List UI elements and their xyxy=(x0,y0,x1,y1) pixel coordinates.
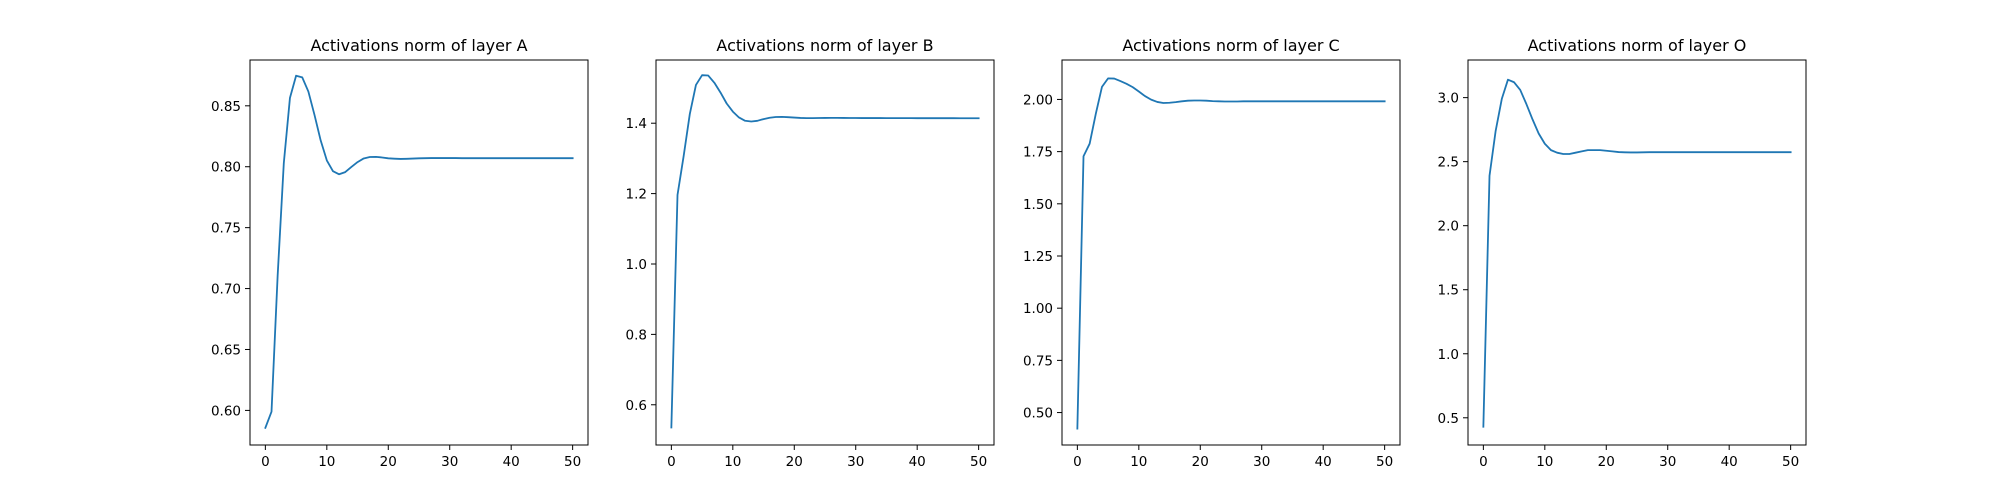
y-tick-label: 0.65 xyxy=(211,342,241,358)
x-tick-label: 20 xyxy=(380,454,397,470)
x-tick-label: 40 xyxy=(909,454,926,470)
chart-panel-3: Activations norm of layer C 0 10 20 30 40 50 0.… xyxy=(1023,36,1401,470)
y-tick-label: 1.2 xyxy=(626,187,647,203)
series-line xyxy=(1482,78,1792,428)
y-tick-label: 0.75 xyxy=(1023,353,1053,369)
x-tick-label: 0 xyxy=(1073,454,1082,470)
x-tick-label: 40 xyxy=(1315,454,1332,470)
y-tick-label: 0.75 xyxy=(211,221,241,237)
x-tick-label: 0 xyxy=(261,454,270,470)
chart-title: Activations norm of layer B xyxy=(716,36,933,55)
x-tick-label: 0 xyxy=(1479,454,1488,470)
y-tick-label: 1.00 xyxy=(1023,301,1053,317)
y-tick-label: 0.8 xyxy=(626,327,647,343)
y-tick-label: 2.0 xyxy=(1438,219,1459,235)
x-tick-label: 50 xyxy=(564,454,581,470)
chart-title: Activations norm of layer O xyxy=(1528,36,1747,55)
y-tick-label: 0.50 xyxy=(1023,406,1053,422)
chart-panel-2: Activations norm of layer B 0 10 20 30 40 50 0.… xyxy=(626,36,995,470)
y-tick-label: 0.80 xyxy=(211,160,241,176)
x-tick-label: 50 xyxy=(1376,454,1393,470)
series-line xyxy=(1076,77,1386,430)
y-tick-label: 0.70 xyxy=(211,282,241,298)
x-tick-label: 20 xyxy=(786,454,803,470)
series-line xyxy=(670,74,980,429)
chart-title: Activations norm of layer A xyxy=(310,36,527,55)
x-tick-label: 30 xyxy=(1659,454,1676,470)
x-tick-label: 0 xyxy=(667,454,676,470)
x-tick-label: 20 xyxy=(1598,454,1615,470)
axes-frame xyxy=(655,59,995,446)
y-tick-label: 1.50 xyxy=(1023,197,1053,213)
y-tick-label: 1.75 xyxy=(1023,145,1053,161)
y-tick-label: 1.4 xyxy=(626,116,647,132)
x-tick-label: 50 xyxy=(970,454,987,470)
axes-frame xyxy=(1467,59,1807,446)
y-tick-label: 3.0 xyxy=(1438,91,1459,107)
y-tick-label: 2.5 xyxy=(1438,155,1459,171)
y-tick-label: 0.85 xyxy=(211,99,241,115)
chart-title: Activations norm of layer C xyxy=(1122,36,1339,55)
x-tick-label: 10 xyxy=(1536,454,1553,470)
y-tick-label: 1.5 xyxy=(1438,283,1459,299)
y-tick-label: 0.5 xyxy=(1438,411,1459,427)
x-tick-label: 30 xyxy=(1253,454,1270,470)
x-tick-label: 20 xyxy=(1192,454,1209,470)
y-tick-label: 0.60 xyxy=(211,403,241,419)
chart-panel-4: Activations norm of layer O 0 10 20 30 40 50 0.… xyxy=(1438,36,1807,470)
x-tick-label: 40 xyxy=(503,454,520,470)
axes-frame xyxy=(249,59,589,446)
x-tick-label: 30 xyxy=(847,454,864,470)
x-tick-label: 10 xyxy=(1130,454,1147,470)
x-tick-label: 40 xyxy=(1721,454,1738,470)
y-tick-label: 0.6 xyxy=(626,398,647,414)
y-tick-label: 1.25 xyxy=(1023,249,1053,265)
x-tick-label: 30 xyxy=(441,454,458,470)
y-tick-label: 1.0 xyxy=(1438,347,1459,363)
y-tick-label: 2.00 xyxy=(1023,92,1053,108)
x-tick-label: 10 xyxy=(318,454,335,470)
x-tick-label: 50 xyxy=(1782,454,1799,470)
axes-frame xyxy=(1061,59,1401,446)
x-tick-label: 10 xyxy=(724,454,741,470)
y-tick-label: 1.0 xyxy=(626,257,647,273)
series-line xyxy=(264,74,574,429)
chart-panel-1: Activations norm of layer A 0 10 20 30 40 50 0.… xyxy=(211,36,589,470)
